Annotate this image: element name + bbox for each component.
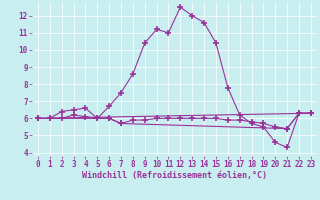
X-axis label: Windchill (Refroidissement éolien,°C): Windchill (Refroidissement éolien,°C) — [82, 171, 267, 180]
